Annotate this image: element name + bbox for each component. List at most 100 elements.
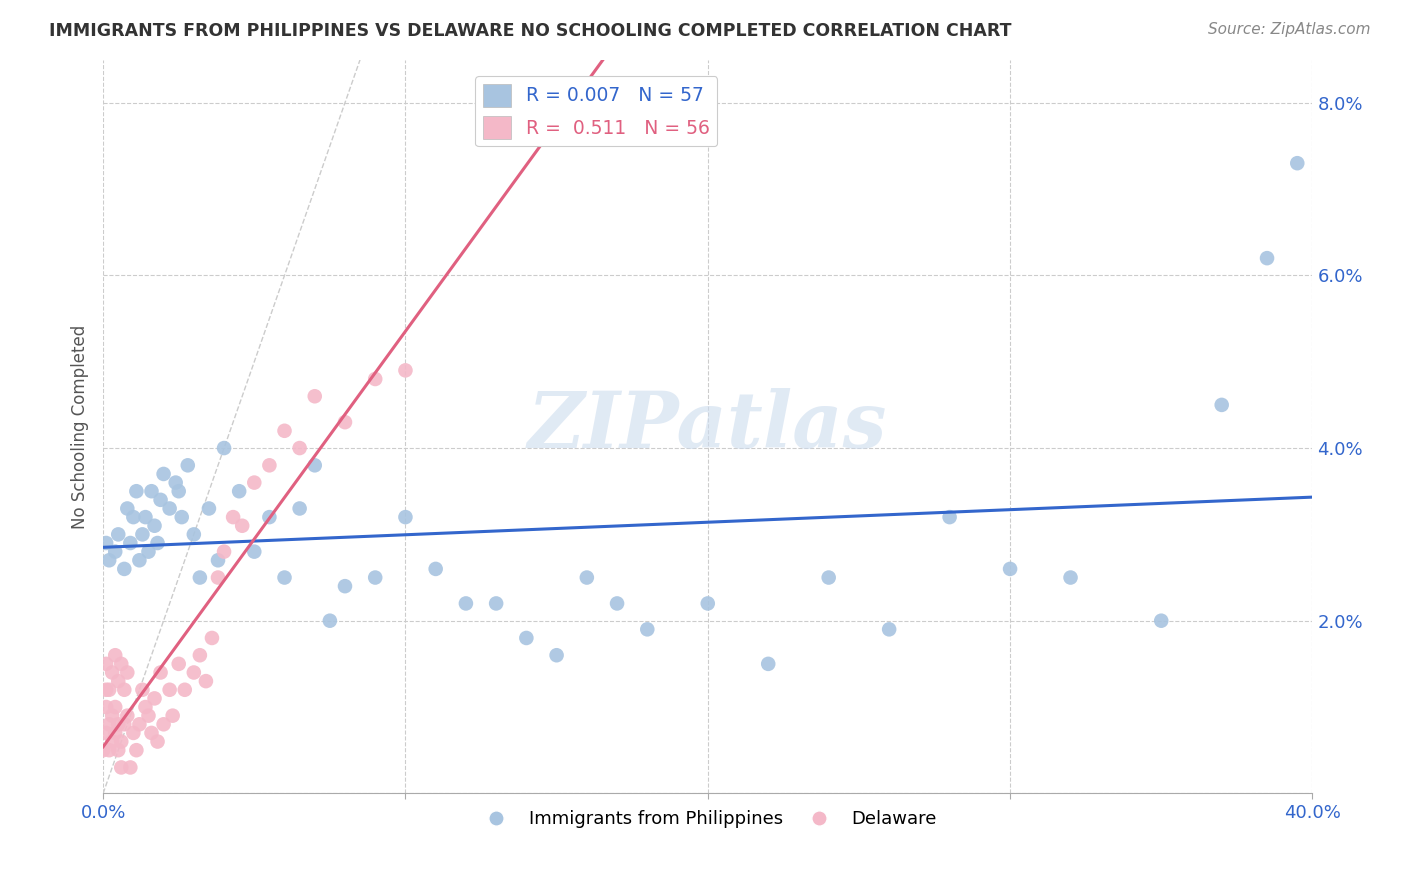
Point (207, 553, 229, 567)
Point (288, 441, 311, 455)
Point (304, 458, 326, 473)
Text: ZIPatlas: ZIPatlas (529, 388, 887, 465)
Point (394, 510, 416, 524)
Point (167, 657, 190, 671)
Point (162, 708, 184, 723)
Text: Source: ZipAtlas.com: Source: ZipAtlas.com (1208, 22, 1371, 37)
Point (575, 570, 598, 584)
Point (515, 631, 537, 645)
Point (159, 501, 181, 516)
Point (107, 674, 129, 689)
Point (288, 501, 311, 516)
Point (877, 623, 900, 637)
Point (1059, 570, 1081, 584)
Point (159, 682, 181, 697)
Point (143, 518, 166, 533)
Point (149, 492, 172, 507)
Point (546, 648, 568, 663)
Point (128, 553, 150, 567)
Point (606, 596, 628, 610)
Point (222, 510, 245, 524)
Point (104, 648, 127, 663)
Point (454, 596, 477, 610)
Point (207, 570, 229, 584)
Point (91, 743, 114, 757)
Point (110, 760, 132, 774)
Point (117, 708, 139, 723)
Point (138, 708, 160, 723)
Point (177, 458, 200, 473)
Point (120, 760, 142, 774)
Point (117, 501, 139, 516)
Point (128, 717, 150, 731)
Point (394, 363, 416, 377)
Point (231, 518, 253, 533)
Point (485, 596, 508, 610)
Point (134, 700, 156, 714)
Point (134, 510, 156, 524)
Y-axis label: No Schooling Completed: No Schooling Completed (72, 325, 89, 529)
Point (110, 734, 132, 748)
Point (152, 467, 174, 481)
Point (107, 527, 129, 541)
Point (122, 726, 145, 740)
Point (756, 657, 779, 671)
Point (149, 665, 172, 680)
Point (198, 501, 221, 516)
Point (101, 708, 124, 723)
Point (152, 717, 174, 731)
Point (1211, 398, 1233, 412)
Point (319, 614, 342, 628)
Point (107, 717, 129, 731)
Point (201, 631, 224, 645)
Point (94, 726, 117, 740)
Point (259, 458, 281, 473)
Point (212, 441, 235, 455)
Point (1256, 251, 1278, 265)
Point (259, 510, 281, 524)
Point (112, 682, 135, 697)
Point (696, 596, 718, 610)
Point (98, 682, 121, 697)
Point (333, 579, 356, 593)
Point (98, 743, 121, 757)
Point (243, 475, 266, 490)
Point (117, 665, 139, 680)
Point (94, 682, 117, 697)
Point (143, 691, 166, 706)
Point (212, 544, 235, 558)
Point (107, 743, 129, 757)
Point (425, 562, 447, 576)
Point (364, 372, 387, 386)
Point (138, 544, 160, 558)
Point (131, 682, 153, 697)
Point (636, 623, 658, 637)
Point (938, 510, 960, 524)
Point (998, 562, 1021, 576)
Point (146, 536, 169, 550)
Point (141, 484, 163, 499)
Point (101, 665, 124, 680)
Text: IMMIGRANTS FROM PHILIPPINES VS DELAWARE NO SCHOOLING COMPLETED CORRELATION CHART: IMMIGRANTS FROM PHILIPPINES VS DELAWARE … (49, 22, 1012, 40)
Point (273, 570, 295, 584)
Point (304, 389, 326, 403)
Point (188, 570, 211, 584)
Point (228, 484, 250, 499)
Point (817, 570, 839, 584)
Point (146, 734, 169, 748)
Point (125, 484, 148, 499)
Point (104, 700, 127, 714)
Point (125, 743, 148, 757)
Legend: Immigrants from Philippines, Delaware: Immigrants from Philippines, Delaware (471, 803, 945, 836)
Point (122, 510, 145, 524)
Point (112, 562, 135, 576)
Point (167, 484, 190, 499)
Point (188, 648, 211, 663)
Point (98, 553, 121, 567)
Point (170, 510, 193, 524)
Point (183, 665, 205, 680)
Point (131, 527, 153, 541)
Point (1286, 156, 1309, 170)
Point (120, 536, 142, 550)
Point (183, 527, 205, 541)
